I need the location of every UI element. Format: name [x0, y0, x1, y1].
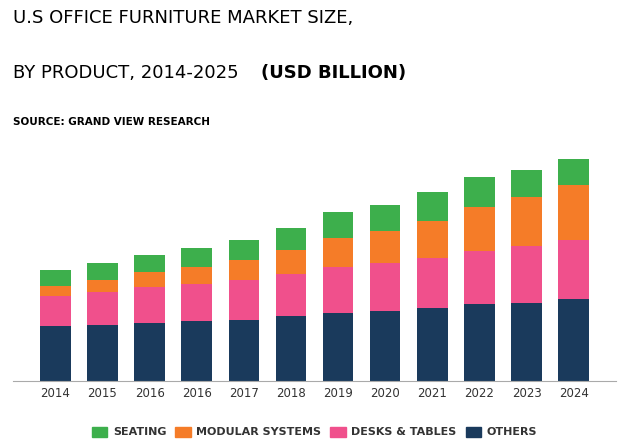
Bar: [181, 284, 212, 321]
Bar: [87, 264, 118, 280]
Bar: [87, 325, 118, 381]
Bar: [370, 311, 401, 381]
Legend: SEATING, MODULAR SYSTEMS, DESKS & TABLES, OTHERS: SEATING, MODULAR SYSTEMS, DESKS & TABLES…: [87, 422, 542, 442]
Bar: [370, 231, 401, 264]
Bar: [464, 207, 495, 252]
Bar: [228, 320, 259, 381]
Text: (USD BILLION): (USD BILLION): [261, 64, 406, 82]
Bar: [370, 264, 401, 311]
Bar: [87, 292, 118, 325]
Bar: [87, 280, 118, 292]
Bar: [464, 176, 495, 207]
Bar: [464, 252, 495, 304]
Bar: [323, 212, 353, 238]
Bar: [417, 221, 448, 258]
Bar: [276, 250, 306, 274]
Bar: [559, 299, 589, 381]
Bar: [559, 240, 589, 299]
Bar: [228, 260, 259, 280]
Bar: [511, 170, 542, 197]
Text: SOURCE: GRAND VIEW RESEARCH: SOURCE: GRAND VIEW RESEARCH: [13, 117, 209, 128]
Bar: [276, 316, 306, 381]
Bar: [417, 192, 448, 221]
Bar: [181, 248, 212, 267]
Bar: [40, 270, 70, 286]
Bar: [181, 321, 212, 381]
Bar: [323, 267, 353, 313]
Bar: [417, 258, 448, 308]
Bar: [276, 274, 306, 316]
Bar: [276, 228, 306, 250]
Bar: [40, 296, 70, 326]
Bar: [40, 326, 70, 381]
Text: U.S OFFICE FURNITURE MARKET SIZE,: U.S OFFICE FURNITURE MARKET SIZE,: [13, 9, 353, 27]
Bar: [323, 313, 353, 381]
Bar: [134, 255, 165, 272]
Bar: [40, 286, 70, 296]
Bar: [228, 240, 259, 260]
Bar: [417, 308, 448, 381]
Bar: [559, 151, 589, 185]
Bar: [511, 197, 542, 246]
Bar: [464, 304, 495, 381]
Bar: [134, 272, 165, 287]
Text: BY PRODUCT, 2014-2025: BY PRODUCT, 2014-2025: [13, 64, 244, 82]
Bar: [134, 287, 165, 323]
Bar: [181, 267, 212, 284]
Bar: [134, 323, 165, 381]
Bar: [228, 280, 259, 320]
Bar: [511, 303, 542, 381]
Bar: [323, 238, 353, 267]
Bar: [511, 246, 542, 303]
Bar: [370, 206, 401, 231]
Bar: [559, 185, 589, 240]
